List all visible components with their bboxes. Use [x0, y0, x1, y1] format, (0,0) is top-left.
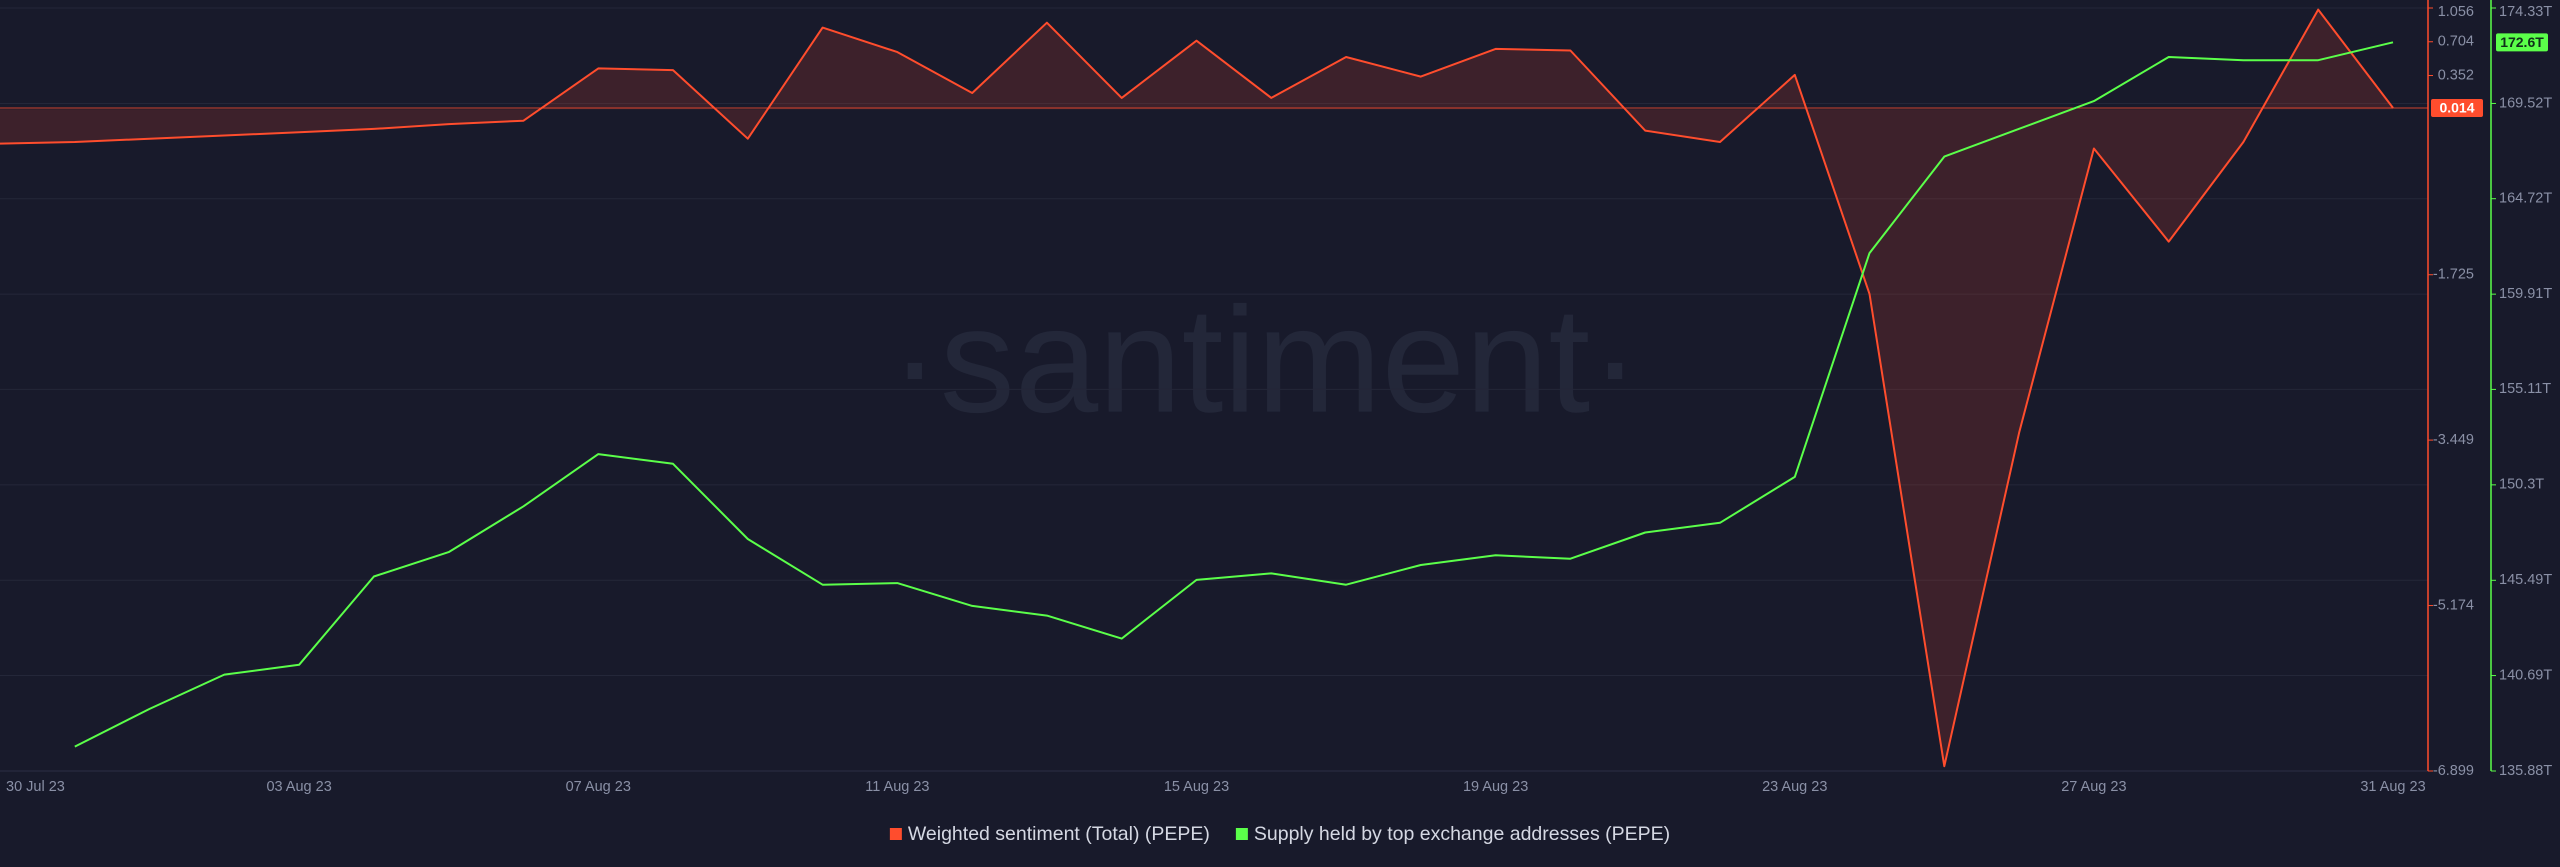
legend-label: Weighted sentiment (Total) (PEPE): [908, 823, 1210, 845]
y-tick-label: 0.352: [2438, 67, 2474, 83]
y2-tick-label: 140.69T: [2499, 667, 2552, 683]
area: [0, 9, 2393, 767]
x-tick-label: 19 Aug 23: [1463, 779, 1528, 795]
watermark: ·santiment·: [890, 276, 1640, 444]
last-value-badge: [2431, 98, 2483, 117]
legend: Weighted sentiment (Total) (PEPE) Supply …: [889, 823, 1670, 845]
y2-tick-label: 155.11T: [2499, 381, 2551, 397]
y2-tick-label: 135.88T: [2499, 763, 2552, 779]
y2-tick-label: 145.49T: [2499, 572, 2552, 588]
y-tick-label: -5.174: [2433, 597, 2474, 613]
x-tick-label: 30 Jul 23: [6, 779, 65, 795]
x-tick-label: 27 Aug 23: [2061, 779, 2126, 795]
last-value-label: 172.6T: [2500, 34, 2544, 50]
legend-swatch: [889, 828, 902, 840]
y2-tick-label: 174.33T: [2499, 4, 2552, 20]
x-tick-label: 15 Aug 23: [1164, 779, 1229, 795]
y-tick-label: -3.449: [2433, 432, 2474, 448]
legend-swatch: [1235, 828, 1248, 840]
y-tick-label: -6.899: [2433, 763, 2474, 779]
y-tick-label: 1.056: [2438, 4, 2474, 20]
y2-tick-label: 169.52T: [2499, 95, 2552, 111]
last-value-label: 0.014: [2439, 100, 2474, 116]
legend-label: Supply held by top exchange addresses (P…: [1254, 823, 1670, 845]
x-tick-label: 31 Aug 23: [2360, 779, 2425, 795]
y2-tick-label: 164.72T: [2499, 191, 2552, 207]
y-tick-label: 0.704: [2438, 34, 2474, 50]
y2-tick-label: 159.91T: [2499, 286, 2552, 302]
line: [74, 41, 2394, 748]
y2-tick-label: 150.3T: [2499, 477, 2544, 493]
y-tick-label: -1.725: [2433, 267, 2474, 283]
x-tick-label: 07 Aug 23: [566, 779, 631, 795]
x-tick-label: 11 Aug 23: [865, 779, 929, 795]
x-tick-label: 03 Aug 23: [266, 779, 331, 795]
last-value-badge: [2496, 33, 2548, 52]
x-tick-label: 23 Aug 23: [1762, 779, 1827, 795]
line: [0, 8, 2394, 768]
